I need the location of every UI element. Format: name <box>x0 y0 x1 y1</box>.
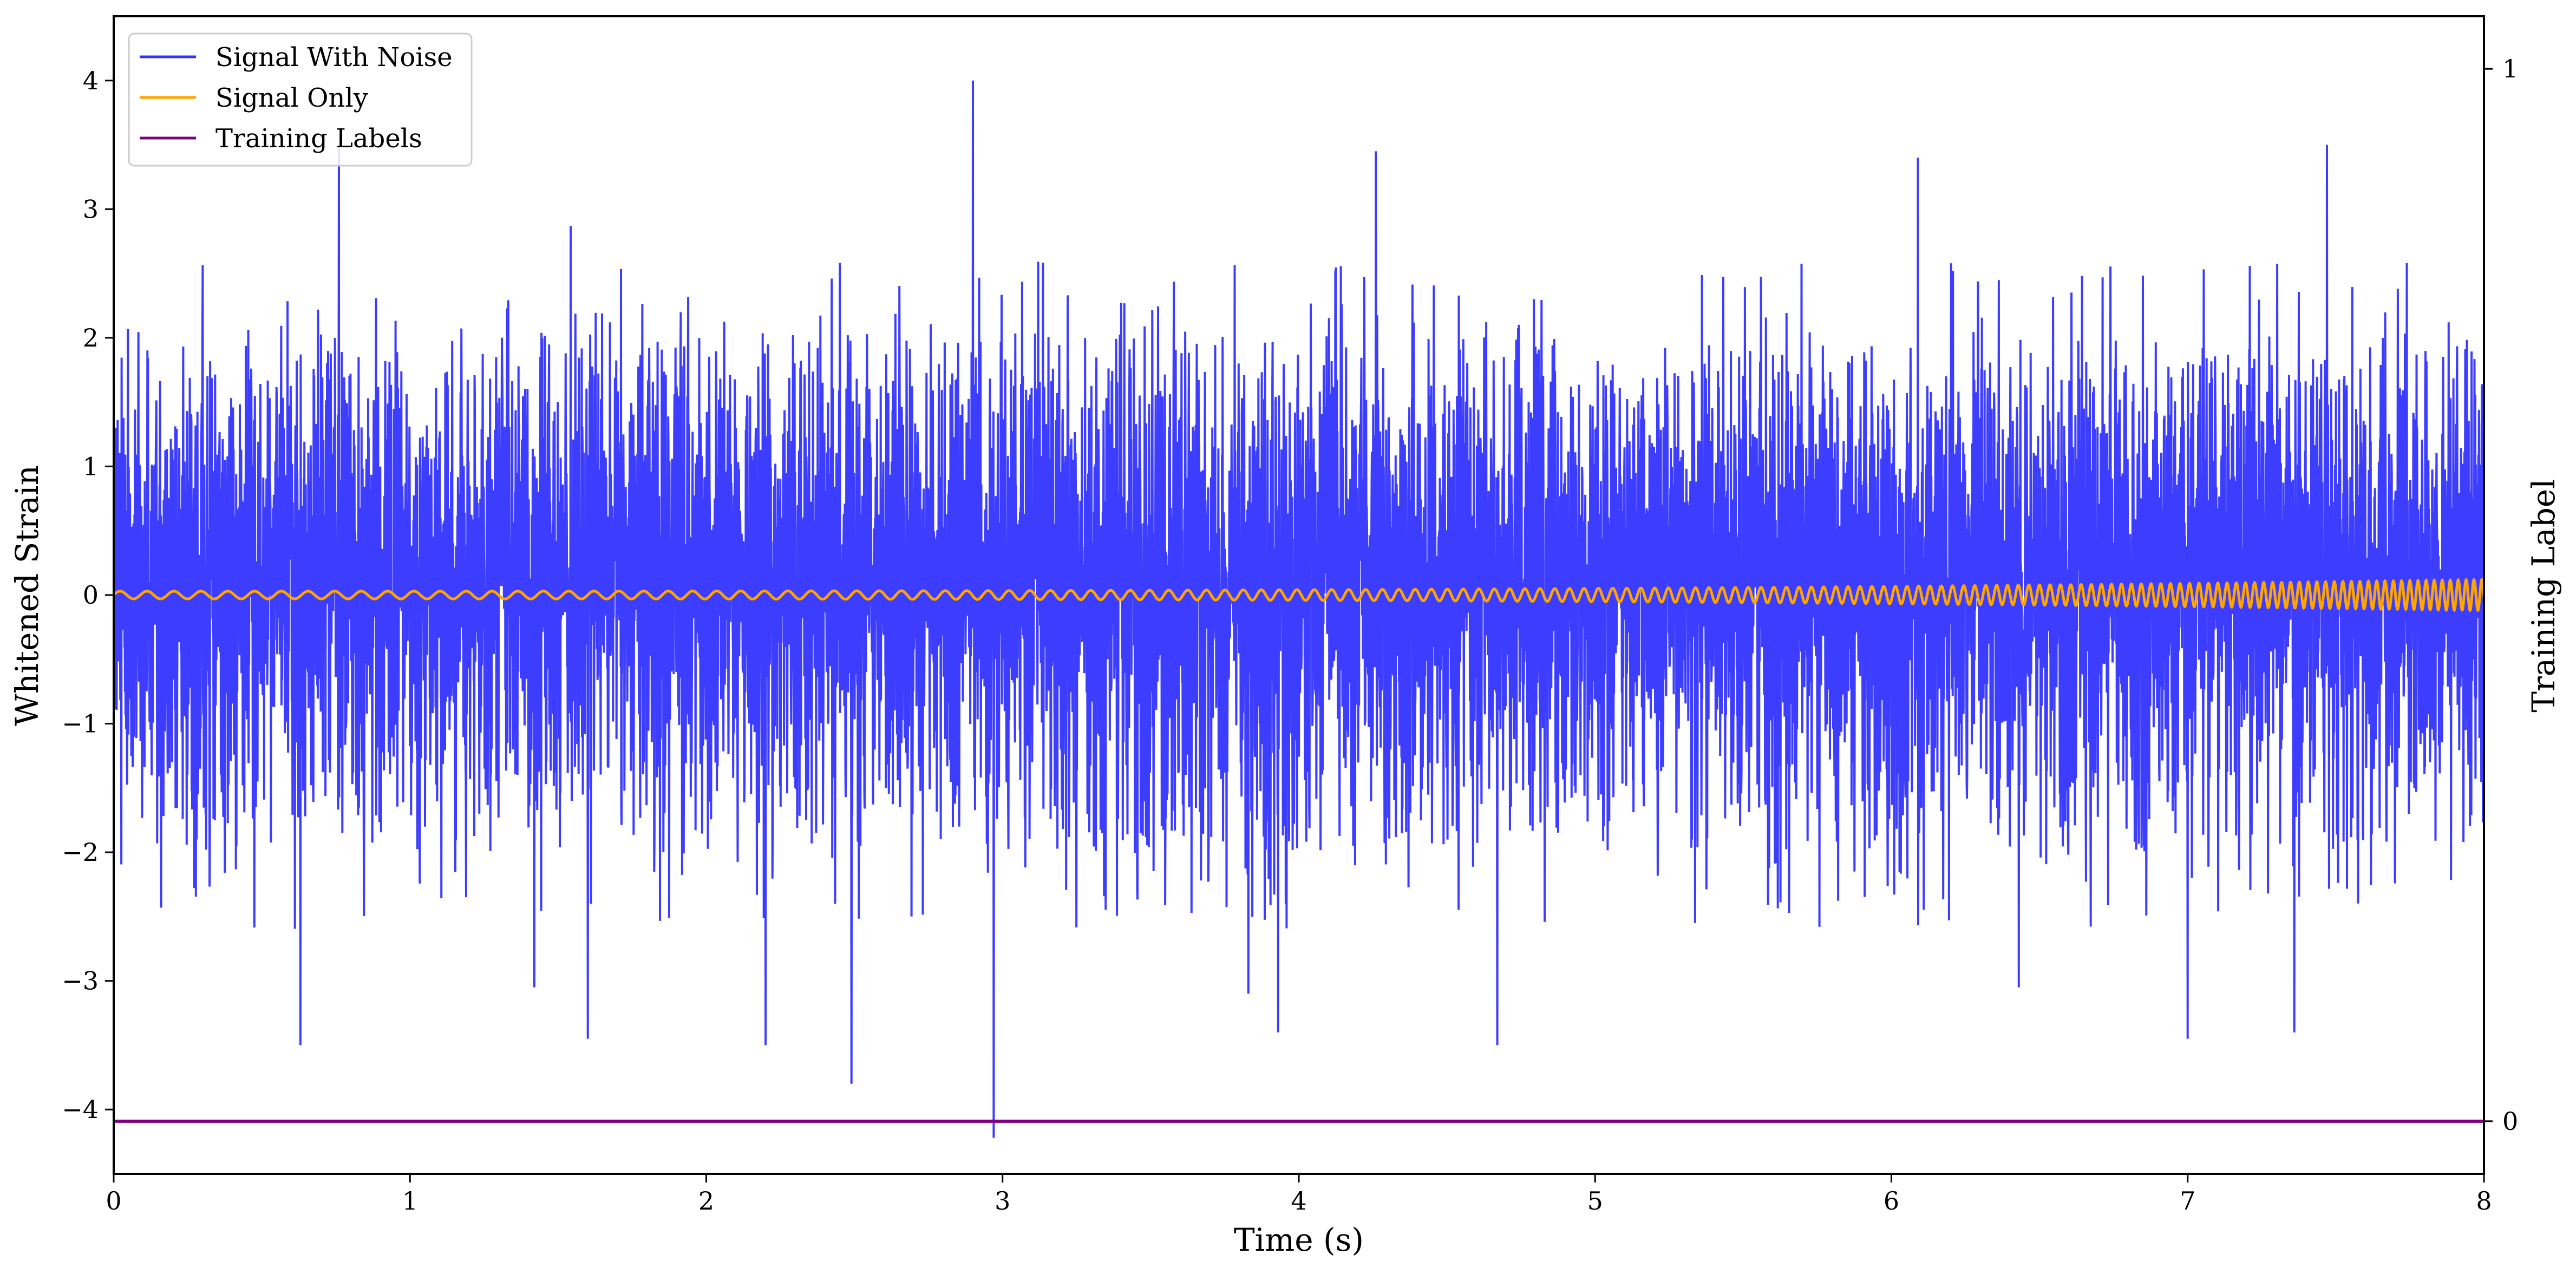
legend-label-training-labels: Training Labels <box>215 123 422 154</box>
legend: Signal With Noise Signal Only Training L… <box>128 32 473 167</box>
y-axis-title: Whitened Strain <box>9 465 45 726</box>
x-tick-label: 0 <box>106 1186 121 1216</box>
y2-tick-label: 1 <box>2502 54 2518 83</box>
y2-axis-title: Training Label <box>2525 479 2562 712</box>
x-tick-label: 5 <box>1587 1186 1603 1216</box>
y2-tick-label: 0 <box>2502 1107 2518 1136</box>
y-tick-label: −3 <box>62 966 99 996</box>
y-tick-label: 3 <box>83 194 99 224</box>
y-tick-label: 4 <box>83 66 99 95</box>
y-tick-label: −4 <box>62 1095 99 1124</box>
x-axis-title: Time (s) <box>1234 1221 1364 1258</box>
series-layer <box>114 80 2484 1138</box>
y-tick-label: −1 <box>62 709 99 739</box>
series-signal-only <box>114 577 2484 613</box>
x-tick-label: 3 <box>995 1186 1010 1216</box>
x-tick-label: 8 <box>2476 1186 2492 1216</box>
x-tick-label: 2 <box>698 1186 714 1216</box>
y2-axis-ticks: 01 <box>2484 54 2518 1136</box>
y-tick-label: 2 <box>83 323 99 352</box>
y-tick-label: 1 <box>83 452 99 481</box>
x-axis-ticks: 0 1 2 3 4 5 6 7 8 <box>106 1174 2492 1216</box>
y-tick-label: 0 <box>83 580 99 610</box>
x-tick-label: 1 <box>402 1186 418 1216</box>
y-axis-ticks: −4 −3 −2 −1 0 1 2 3 4 <box>62 66 114 1124</box>
y-tick-label: −2 <box>62 838 99 867</box>
x-tick-label: 6 <box>1884 1186 1899 1216</box>
legend-label-signal-only: Signal Only <box>215 83 368 113</box>
x-tick-label: 4 <box>1291 1186 1306 1216</box>
legend-label-signal-with-noise: Signal With Noise <box>215 42 453 73</box>
series-signal-with-noise <box>114 80 2484 1138</box>
x-tick-label: 7 <box>2180 1186 2195 1216</box>
legend-box <box>128 32 473 167</box>
